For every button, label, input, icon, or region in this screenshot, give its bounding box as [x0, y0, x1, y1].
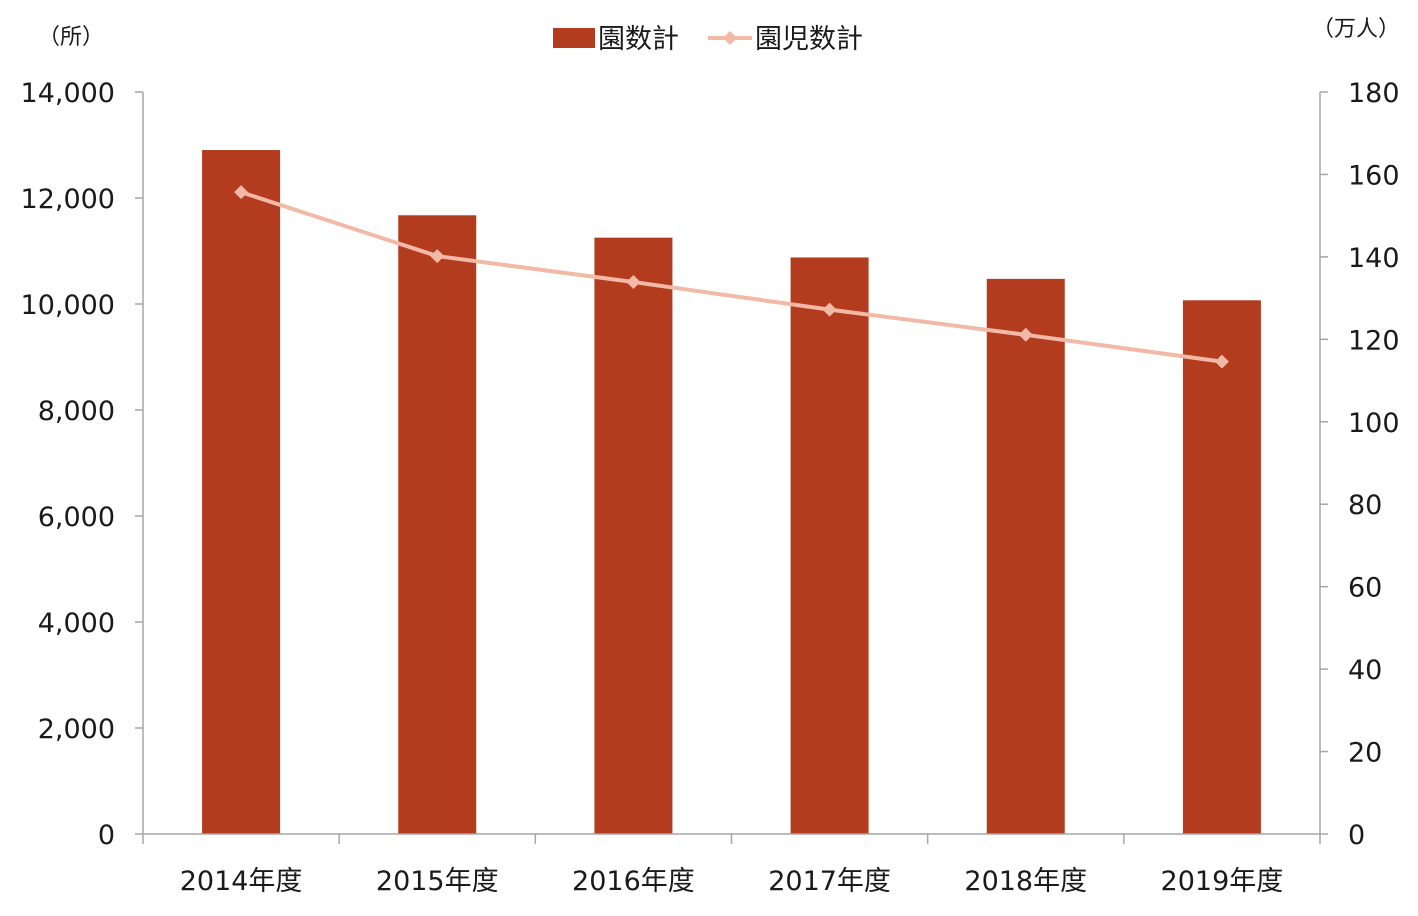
line-path	[240, 190, 1223, 364]
right-axis-unit: （万人）	[1312, 17, 1400, 42]
right-axis-tick-label: 100	[1348, 408, 1400, 439]
bar-2016年度	[594, 237, 673, 835]
left-axis-tick-label: 14,000	[21, 78, 115, 109]
x-axis-tick-label: 2018年度	[964, 866, 1087, 897]
line-series	[234, 185, 1229, 369]
x-axis-tick-label: 2015年度	[376, 866, 499, 897]
line-point-2019年度	[1214, 354, 1229, 369]
bar-2014年度	[202, 150, 281, 834]
left-axis-tick-label: 4,000	[38, 608, 115, 639]
right-axis-tick-label: 120	[1348, 325, 1400, 356]
x-axis-tick-label: 2019年度	[1161, 866, 1284, 897]
legend-label-line: 園児数計	[755, 24, 863, 55]
left-axis-unit: （所）	[38, 25, 104, 50]
x-axis-tick-label: 2014年度	[180, 866, 303, 897]
right-axis-tick-label: 40	[1348, 655, 1382, 686]
right-axis-tick-label: 160	[1348, 160, 1400, 191]
right-axis-tick-label: 140	[1348, 243, 1400, 274]
legend-swatch-bar	[553, 28, 595, 48]
left-axis-tick-label: 2,000	[38, 714, 115, 745]
axes: 0 2,000 4,000 6,000 8,000 10,000 12,000 14,000 0…	[21, 78, 1400, 897]
right-axis-tick-label: 60	[1348, 573, 1382, 604]
legend-label-bar: 園数計	[598, 24, 679, 55]
bar-2018年度	[986, 278, 1065, 834]
x-axis-tick-label: 2016年度	[572, 866, 695, 897]
legend: 園数計 園児数計	[553, 24, 863, 55]
right-axis-tick-label: 0	[1348, 820, 1365, 851]
left-axis-tick-label: 12,000	[21, 184, 115, 215]
right-axis-tick-label: 180	[1348, 78, 1400, 109]
legend-marker-diamond-icon	[723, 31, 737, 45]
bar-2015年度	[398, 215, 477, 834]
line-point-2016年度	[626, 275, 641, 290]
left-axis-tick-label: 0	[98, 820, 115, 851]
line-point-2017年度	[822, 302, 837, 317]
left-axis-tick-label: 6,000	[38, 502, 115, 533]
bar-2019年度	[1182, 300, 1261, 834]
bar-2017年度	[790, 257, 869, 834]
line-point-2018年度	[1018, 327, 1033, 342]
left-axis-tick-label: 8,000	[38, 396, 115, 427]
right-axis-tick-label: 80	[1348, 490, 1382, 521]
left-axis-tick-label: 10,000	[21, 290, 115, 321]
x-axis-tick-label: 2017年度	[768, 866, 891, 897]
bar-series	[202, 150, 1261, 835]
right-axis-tick-label: 20	[1348, 738, 1382, 769]
line-point-2014年度	[234, 185, 249, 200]
line-point-2015年度	[430, 249, 445, 264]
